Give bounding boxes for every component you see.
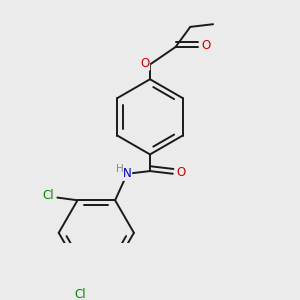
Text: N: N <box>122 167 131 180</box>
Text: H: H <box>116 164 124 175</box>
Text: Cl: Cl <box>43 189 54 202</box>
Text: O: O <box>140 57 149 70</box>
Text: Cl: Cl <box>74 288 86 300</box>
Text: O: O <box>201 39 211 52</box>
Text: O: O <box>176 167 185 179</box>
